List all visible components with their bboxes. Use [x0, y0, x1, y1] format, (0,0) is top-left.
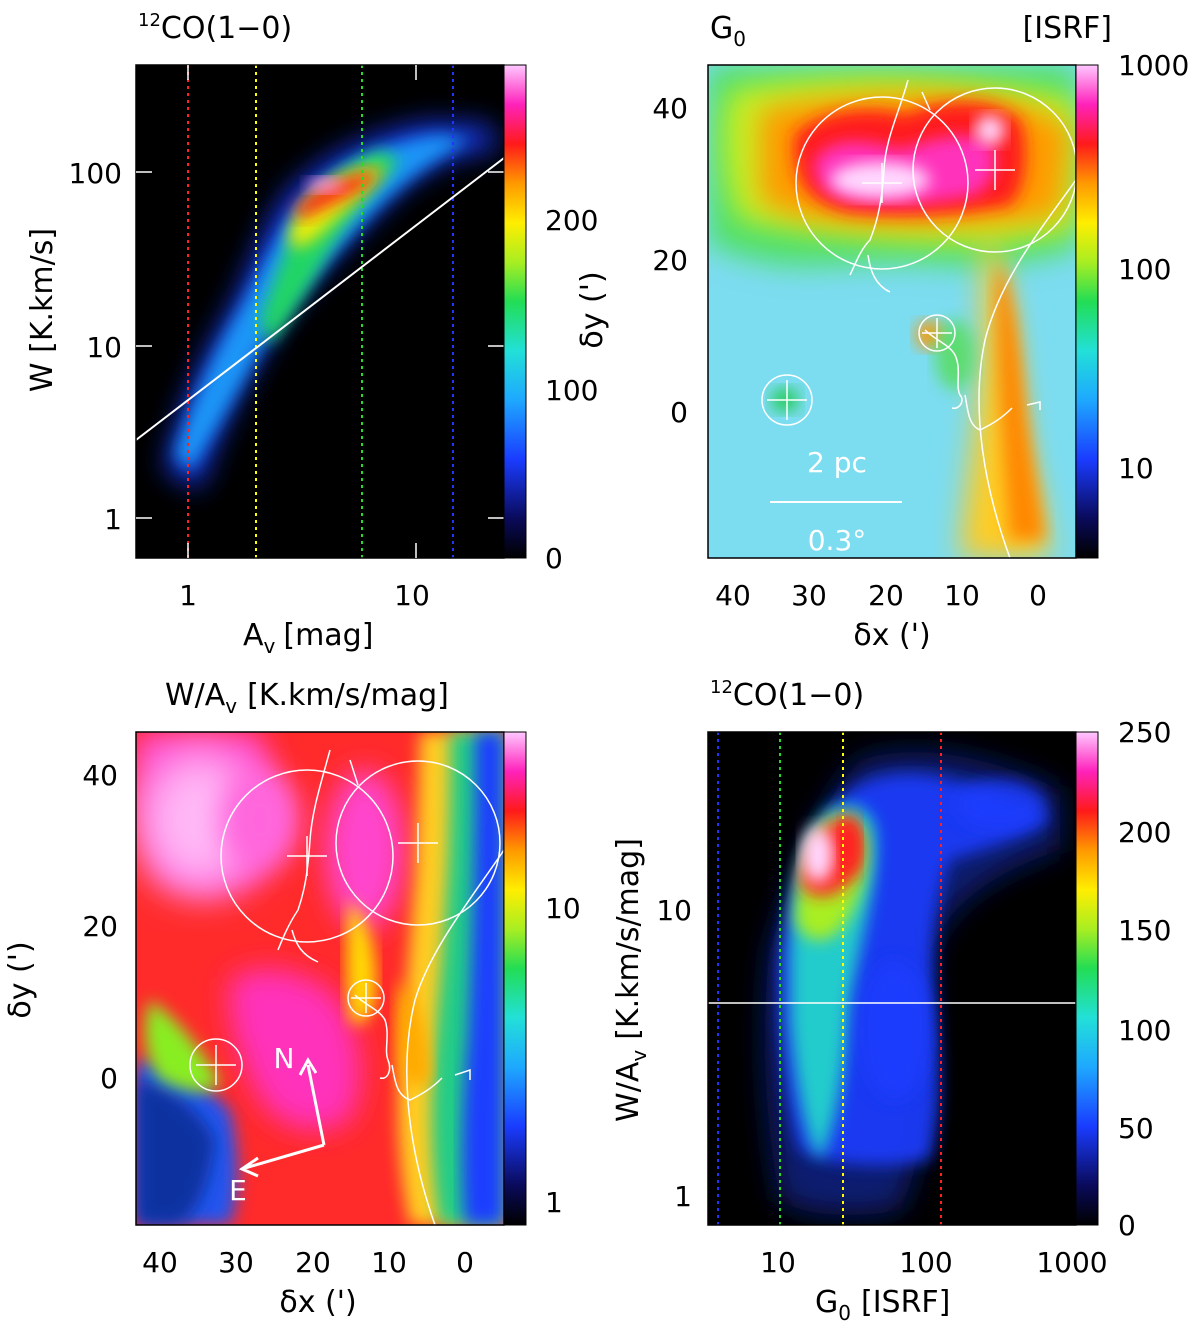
br-ytick-1: 1	[674, 1180, 692, 1213]
tr-cbar-tick-10: 10	[1118, 452, 1154, 485]
bl-ylabel: δy (')	[3, 941, 38, 1018]
tr-colorbar	[1075, 64, 1099, 559]
tr-ytick-0: 0	[670, 396, 688, 429]
tl-ylabel: W [K.km/s]	[25, 228, 60, 392]
bl-xtick-20: 20	[295, 1246, 331, 1279]
tr-xtick-30: 30	[791, 579, 827, 612]
tr-map: 2 pc 0.3°	[708, 65, 1076, 558]
tl-title: 12CO(1−0)	[138, 10, 292, 46]
tl-xtick-10: 10	[394, 579, 430, 612]
tr-cbar-tick-1000: 1000	[1118, 49, 1189, 82]
tl-cbar-label: δy (')	[575, 271, 610, 348]
bl-xtick-0: 0	[456, 1246, 474, 1279]
tl-cbar-tick-200: 200	[545, 204, 598, 237]
tl-xtick-1: 1	[179, 579, 197, 612]
tr-ytick-20: 20	[652, 244, 688, 277]
bl-xtick-30: 30	[218, 1246, 254, 1279]
bl-compass-n: N	[274, 1042, 295, 1075]
tr-title-unit: [ISRF]	[1023, 11, 1112, 46]
tr-xtick-40: 40	[715, 579, 751, 612]
tl-ytick-100: 100	[69, 157, 122, 190]
br-cbar-tick-250: 250	[1118, 716, 1171, 749]
bl-title: W/Av [K.km/s/mag]	[165, 678, 449, 718]
br-cbar-tick-0: 0	[1118, 1209, 1136, 1242]
tr-xlabel: δx (')	[853, 618, 930, 653]
tl-reference-line	[136, 157, 504, 441]
panel-top-left: 12CO(1−0) 1 10 100 10 1 200 100	[25, 10, 610, 658]
tl-ytick-1: 1	[104, 503, 122, 536]
bl-xlabel: δx (')	[279, 1285, 356, 1320]
bl-ytick-40: 40	[82, 759, 118, 792]
bl-colorbar	[503, 731, 527, 1226]
tr-scale-label-deg: 0.3°	[808, 524, 867, 557]
tl-cbar-tick-100: 100	[545, 374, 598, 407]
tr-xtick-20: 20	[868, 579, 904, 612]
panel-bottom-left: W/Av [K.km/s/mag]	[3, 678, 581, 1320]
bl-xtick-40: 40	[142, 1246, 178, 1279]
bl-ytick-20: 20	[82, 910, 118, 943]
tr-scale-label-pc: 2 pc	[807, 446, 867, 479]
br-xtick-10: 10	[760, 1246, 796, 1279]
tl-density	[136, 65, 504, 558]
br-title: 12CO(1−0)	[710, 677, 864, 713]
br-xlabel: G0 [ISRF]	[815, 1285, 950, 1322]
bl-compass	[238, 1056, 326, 1178]
bl-xtick-10: 10	[371, 1246, 407, 1279]
tr-ytick-40: 40	[652, 92, 688, 125]
br-cbar-tick-50: 50	[1118, 1112, 1154, 1145]
panel-bottom-right: 12CO(1−0) 10 1 10 100 1000 250 200 150 1…	[611, 677, 1171, 1322]
br-cbar-tick-200: 200	[1118, 816, 1171, 849]
tr-cbar-tick-100: 100	[1118, 253, 1171, 286]
tr-title: G0	[710, 11, 746, 51]
br-density	[708, 732, 1076, 1225]
tl-ytick-10: 10	[86, 331, 122, 364]
br-xtick-100: 100	[899, 1246, 952, 1279]
br-cbar-tick-150: 150	[1118, 914, 1171, 947]
br-xtick-1000: 1000	[1036, 1246, 1107, 1279]
bl-compass-e: E	[229, 1174, 247, 1207]
br-ylabel: W/Av[K.km/s/mag]	[611, 838, 651, 1122]
tl-minor-ticks	[136, 65, 504, 558]
panel-top-right: G0 [ISRF]	[652, 11, 1189, 653]
tl-colorbar	[503, 64, 527, 559]
bl-map: N E	[136, 732, 504, 1225]
bl-cbar-tick-1: 1	[545, 1186, 563, 1219]
tr-xtick-0: 0	[1029, 579, 1047, 612]
br-ytick-10: 10	[656, 894, 692, 927]
br-cbar-tick-100: 100	[1118, 1014, 1171, 1047]
tl-cbar-tick-0: 0	[545, 542, 563, 575]
tl-xlabel: Av [mag]	[243, 618, 373, 658]
tr-xtick-10: 10	[944, 579, 980, 612]
bl-cbar-tick-10: 10	[545, 892, 581, 925]
bl-ytick-0: 0	[100, 1062, 118, 1095]
br-colorbar	[1075, 731, 1099, 1226]
